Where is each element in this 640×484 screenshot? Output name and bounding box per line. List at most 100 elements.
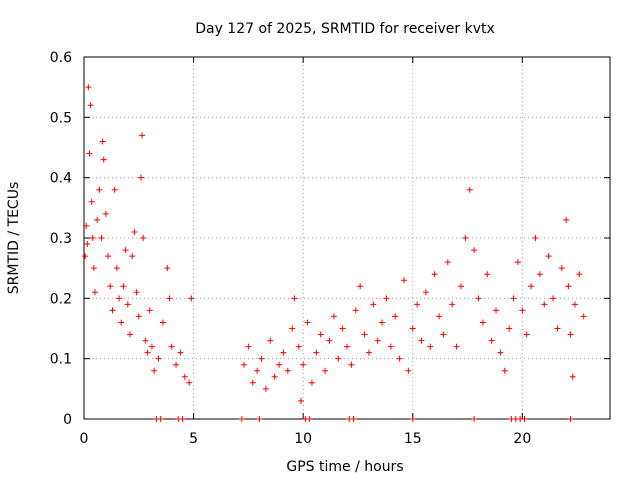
data-point <box>84 241 91 248</box>
data-point <box>157 416 164 422</box>
data-point <box>532 235 539 241</box>
data-point <box>179 416 186 422</box>
data-point <box>387 343 394 350</box>
data-point <box>449 301 456 308</box>
y-tick-label: 0.6 <box>50 50 72 66</box>
data-point <box>83 222 90 229</box>
data-point <box>521 416 528 422</box>
data-point <box>100 156 107 163</box>
data-point <box>567 331 574 338</box>
data-point <box>267 337 274 344</box>
data-point <box>514 259 521 266</box>
data-point <box>181 373 188 380</box>
data-point <box>131 228 138 235</box>
data-point <box>245 343 252 350</box>
y-tick-label: 0 <box>63 412 72 428</box>
data-point <box>479 319 486 326</box>
x-axis-label: GPS time / hours <box>286 459 403 475</box>
data-point <box>284 367 291 374</box>
data-point <box>317 331 324 338</box>
chart-title: Day 127 of 2025, SRMTID for receiver kvt… <box>195 21 495 37</box>
y-tick-label: 0.5 <box>50 110 72 126</box>
data-point <box>444 259 451 266</box>
data-point <box>457 283 464 290</box>
data-point <box>440 331 447 338</box>
data-point <box>87 102 94 109</box>
data-point <box>291 295 298 302</box>
data-point <box>258 355 265 362</box>
data-point <box>249 379 256 386</box>
data-point <box>493 307 500 314</box>
data-point <box>186 379 193 386</box>
data-marks <box>82 84 587 422</box>
x-tick-label: 15 <box>404 431 422 447</box>
data-point <box>567 416 574 422</box>
data-point <box>166 295 173 302</box>
data-point <box>120 283 127 290</box>
data-point <box>523 331 530 338</box>
data-point <box>409 325 416 332</box>
data-point <box>322 367 329 374</box>
data-point <box>563 216 570 223</box>
data-point <box>326 337 333 344</box>
data-point <box>471 416 478 422</box>
grid-layer <box>84 57 610 419</box>
data-point <box>484 271 491 278</box>
data-point <box>418 337 425 344</box>
data-point <box>148 343 155 350</box>
data-point <box>105 253 112 260</box>
data-point <box>262 385 269 392</box>
data-point <box>374 337 381 344</box>
data-point <box>297 397 304 404</box>
data-point <box>113 265 120 272</box>
data-point <box>357 283 364 290</box>
x-tick-label: 10 <box>294 431 312 447</box>
data-point <box>409 416 416 422</box>
data-point <box>90 265 97 272</box>
y-tick-label: 0.4 <box>50 171 72 187</box>
data-point <box>400 277 407 284</box>
data-point <box>427 343 434 350</box>
data-point <box>453 343 460 350</box>
data-point <box>295 343 302 350</box>
data-point <box>144 349 151 356</box>
x-tick-label: 5 <box>189 431 198 447</box>
data-point <box>379 319 386 326</box>
data-point <box>135 313 142 320</box>
axes-layer: 0 0.1 0.2 0.3 0.4 0.5 0.6 0 5 10 15 20 <box>50 50 611 447</box>
data-point <box>127 331 134 338</box>
data-point <box>335 355 342 362</box>
data-point <box>139 132 146 139</box>
data-point <box>550 295 557 302</box>
data-point <box>576 271 583 278</box>
data-point <box>431 271 438 278</box>
data-point <box>280 349 287 356</box>
data-point <box>541 301 548 308</box>
data-point <box>571 301 578 308</box>
data-point <box>536 271 543 278</box>
data-point <box>475 295 482 302</box>
data-point <box>396 355 403 362</box>
data-point <box>436 313 443 320</box>
series-srmtid <box>82 84 587 422</box>
data-point <box>528 283 535 290</box>
data-point <box>146 307 153 314</box>
data-point <box>501 367 508 374</box>
data-point <box>466 186 473 193</box>
data-point <box>140 235 147 241</box>
y-tick-label: 0.1 <box>50 352 72 368</box>
data-point <box>151 367 158 374</box>
y-tick-label: 0.2 <box>50 291 72 307</box>
data-point <box>365 349 372 356</box>
data-point <box>348 361 355 368</box>
data-point <box>111 186 118 193</box>
y-axis-label: SRMTID / TECUs <box>6 182 22 295</box>
data-point <box>289 325 296 332</box>
data-point <box>313 349 320 356</box>
data-point <box>82 253 89 260</box>
data-point <box>96 186 103 193</box>
data-point <box>89 235 96 241</box>
data-point <box>102 210 109 217</box>
data-point <box>98 235 105 241</box>
